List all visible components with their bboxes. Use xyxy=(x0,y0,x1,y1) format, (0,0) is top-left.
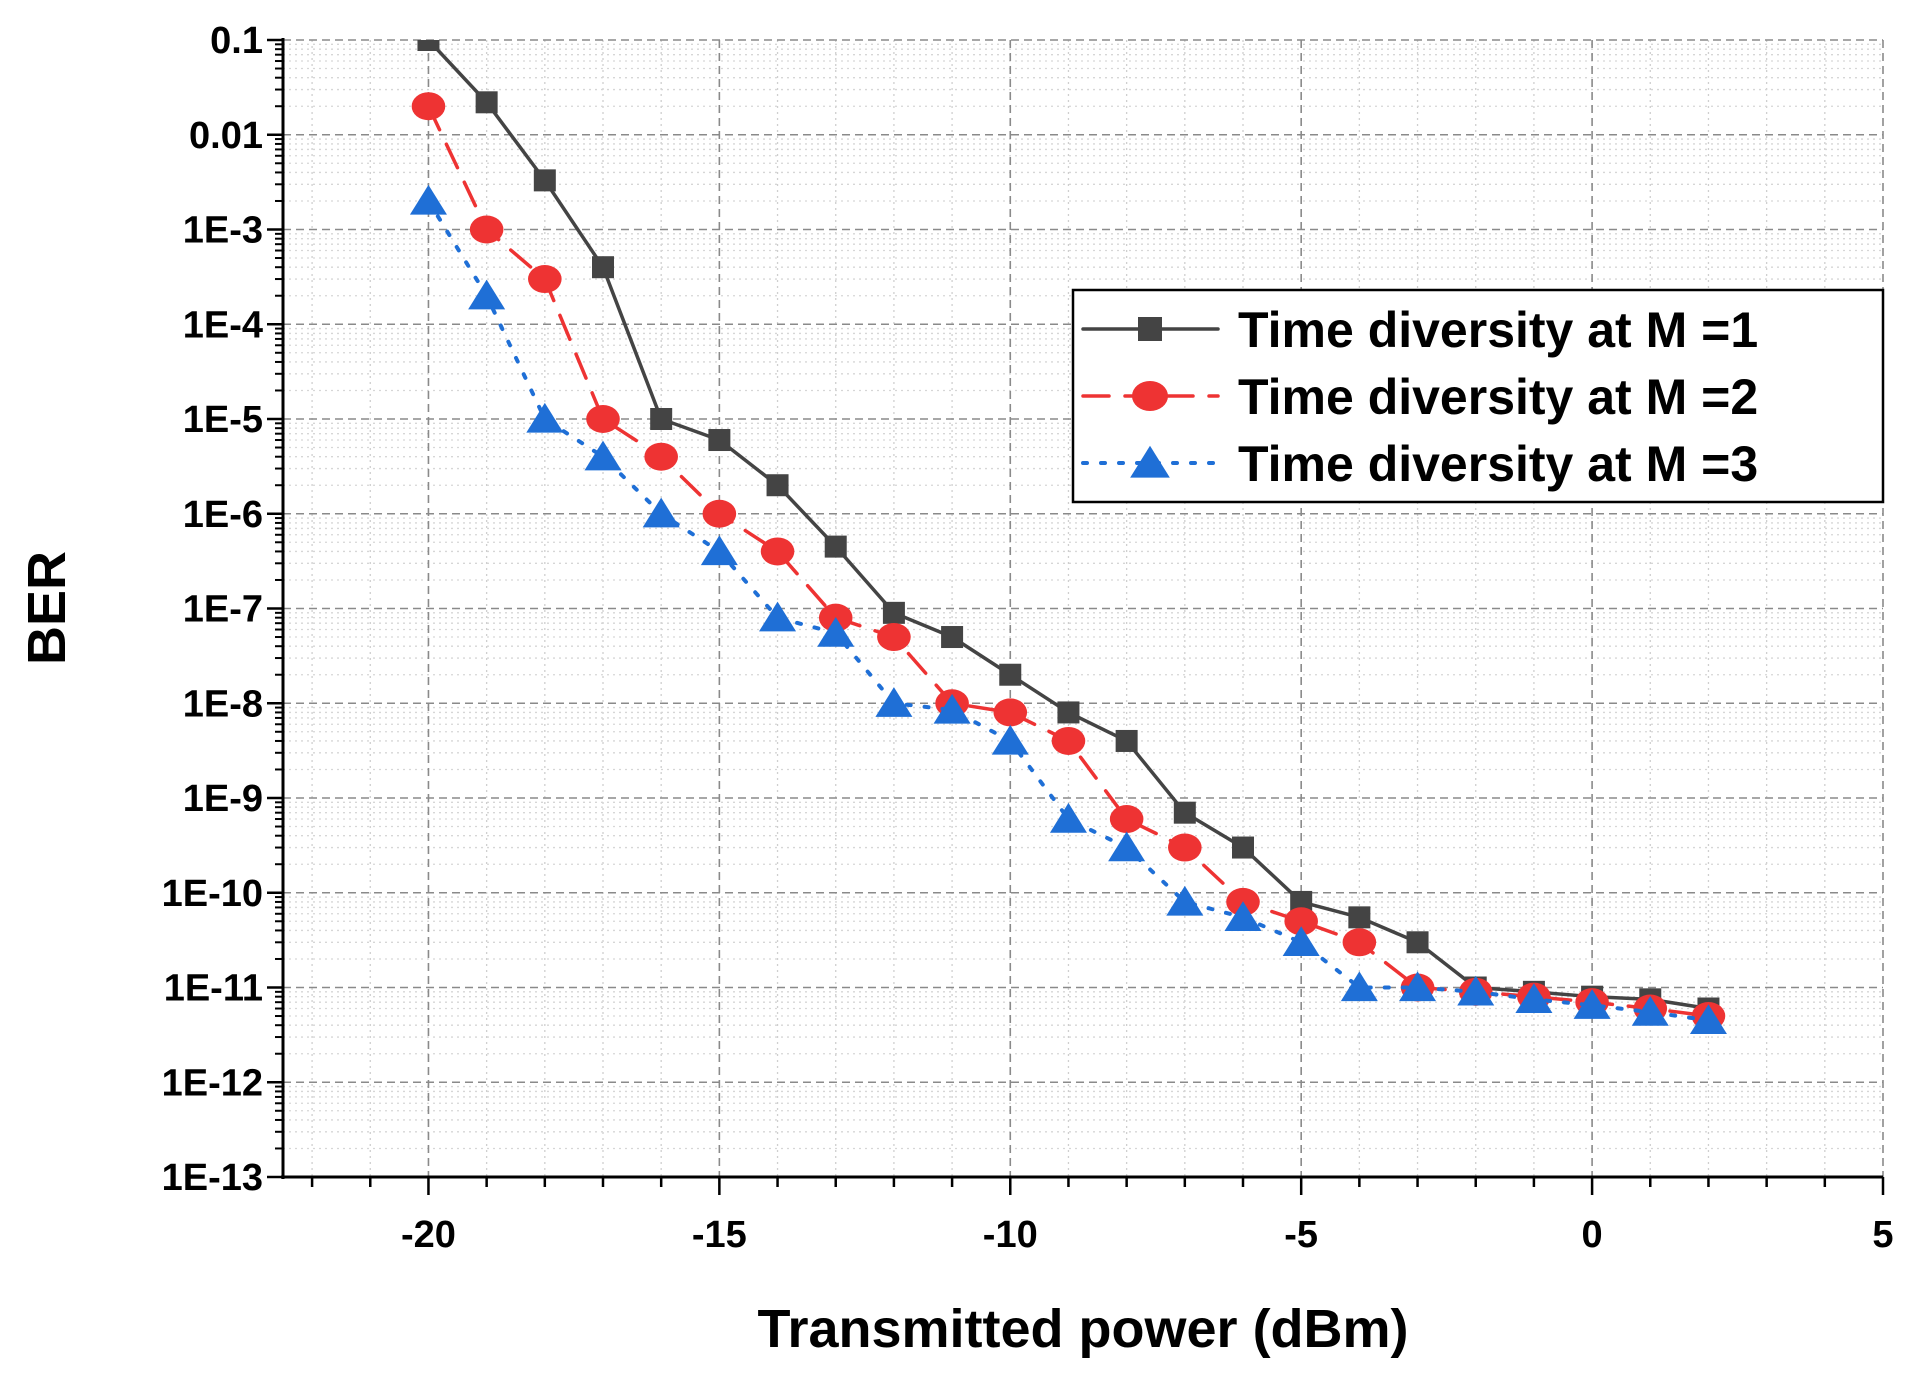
x-tick-label: 0 xyxy=(1582,1214,1603,1256)
triangle-marker xyxy=(526,402,564,433)
series-line-m3 xyxy=(426,198,1711,1023)
y-ticks: 0.1 0.01 1E-3 1E-4 1E-5 1E-6 1E-7 1E-8 1E-9 1E-10… xyxy=(162,20,283,1199)
square-marker xyxy=(1232,836,1254,859)
y-tick-label: 1E-12 xyxy=(162,1062,263,1104)
circle-marker xyxy=(469,215,504,244)
square-marker xyxy=(533,169,556,192)
y-tick-label: 0.01 xyxy=(189,115,263,157)
circle-marker xyxy=(877,623,911,652)
triangle-marker xyxy=(1515,983,1553,1014)
square-marker xyxy=(1138,317,1162,341)
triangle-marker xyxy=(1166,885,1204,916)
y-tick-label: 1E-8 xyxy=(183,683,263,725)
triangle-marker xyxy=(1108,831,1146,862)
series-layer xyxy=(409,40,1727,1035)
x-axis-title: Transmitted power (dBm) xyxy=(757,1299,1408,1359)
x-tick-label: -20 xyxy=(401,1214,456,1256)
triangle-marker xyxy=(700,535,738,566)
circle-marker xyxy=(1168,833,1202,862)
triangle-marker xyxy=(1340,971,1378,1002)
square-marker xyxy=(1348,906,1371,929)
triangle-marker xyxy=(875,687,913,717)
square-marker xyxy=(708,429,731,452)
square-marker xyxy=(1057,701,1080,724)
legend: Time diversity at M =1 Time diversity at… xyxy=(1071,288,1885,504)
circle-marker xyxy=(644,442,678,471)
square-marker xyxy=(592,256,614,279)
y-tick-label: 1E-6 xyxy=(183,494,263,536)
triangle-marker xyxy=(1399,971,1437,1002)
legend-samples xyxy=(1081,317,1220,478)
triangle-marker xyxy=(1457,975,1495,1006)
triangle-marker xyxy=(991,724,1029,755)
triangle-marker xyxy=(468,279,506,310)
circle-marker xyxy=(1051,726,1086,755)
square-marker xyxy=(1290,890,1313,913)
series-m2 xyxy=(411,92,1726,1031)
y-axis-title: BER xyxy=(17,551,77,665)
square-marker xyxy=(1406,931,1429,954)
square-marker xyxy=(650,408,673,430)
legend-label-m2: Time diversity at M =2 xyxy=(1238,369,1758,425)
legend-label-m1: Time diversity at M =1 xyxy=(1238,302,1758,358)
triangle-marker xyxy=(1689,1004,1727,1035)
y-tick-label: 1E-4 xyxy=(183,304,263,346)
y-tick-label: 1E-3 xyxy=(183,210,263,252)
square-marker xyxy=(882,601,905,624)
square-marker xyxy=(475,91,498,114)
x-tick-label: 5 xyxy=(1872,1214,1893,1256)
square-marker xyxy=(941,626,964,649)
x-ticks: -20 -15 -10 -5 0 5 xyxy=(310,1177,1894,1256)
square-marker xyxy=(1173,801,1196,824)
circle-marker xyxy=(411,92,446,121)
triangle-marker xyxy=(584,440,622,471)
triangle-marker xyxy=(409,184,447,215)
triangle-marker xyxy=(1049,802,1087,833)
circle-marker xyxy=(702,499,737,528)
triangle-marker xyxy=(759,601,797,632)
triangle-marker xyxy=(1573,989,1611,1019)
triangle-marker xyxy=(933,693,971,724)
triangle-marker xyxy=(1130,445,1170,478)
circle-marker xyxy=(993,698,1028,727)
circle-marker xyxy=(760,537,795,566)
y-tick-label: 1E-5 xyxy=(183,399,263,441)
y-tick-label: 1E-10 xyxy=(162,873,263,915)
x-tick-label: -15 xyxy=(692,1214,747,1256)
series-m3 xyxy=(409,184,1727,1035)
triangle-marker xyxy=(642,497,680,528)
square-marker xyxy=(1115,729,1138,752)
triangle-marker xyxy=(1282,926,1320,956)
x-tick-label: -10 xyxy=(983,1214,1038,1256)
triangle-marker xyxy=(817,617,855,647)
square-marker xyxy=(999,663,1022,686)
y-tick-label: 0.1 xyxy=(210,20,263,62)
circle-marker xyxy=(1284,907,1318,936)
circle-marker xyxy=(1342,928,1377,957)
triangle-marker xyxy=(1631,996,1669,1026)
legend-label-m3: Time diversity at M =3 xyxy=(1238,436,1758,492)
square-marker xyxy=(824,535,847,558)
y-tick-label: 1E-11 xyxy=(164,968,263,1010)
y-tick-label: 1E-9 xyxy=(183,778,263,820)
circle-marker xyxy=(586,405,620,433)
triangle-marker xyxy=(1224,901,1262,932)
circle-marker xyxy=(528,265,562,294)
x-tick-label: -5 xyxy=(1284,1214,1318,1256)
y-tick-label: 1E-13 xyxy=(162,1157,263,1199)
circle-marker xyxy=(1109,805,1144,834)
y-tick-label: 1E-7 xyxy=(183,589,263,631)
square-marker xyxy=(766,474,789,497)
square-marker xyxy=(417,40,440,51)
circle-marker xyxy=(1132,381,1168,411)
